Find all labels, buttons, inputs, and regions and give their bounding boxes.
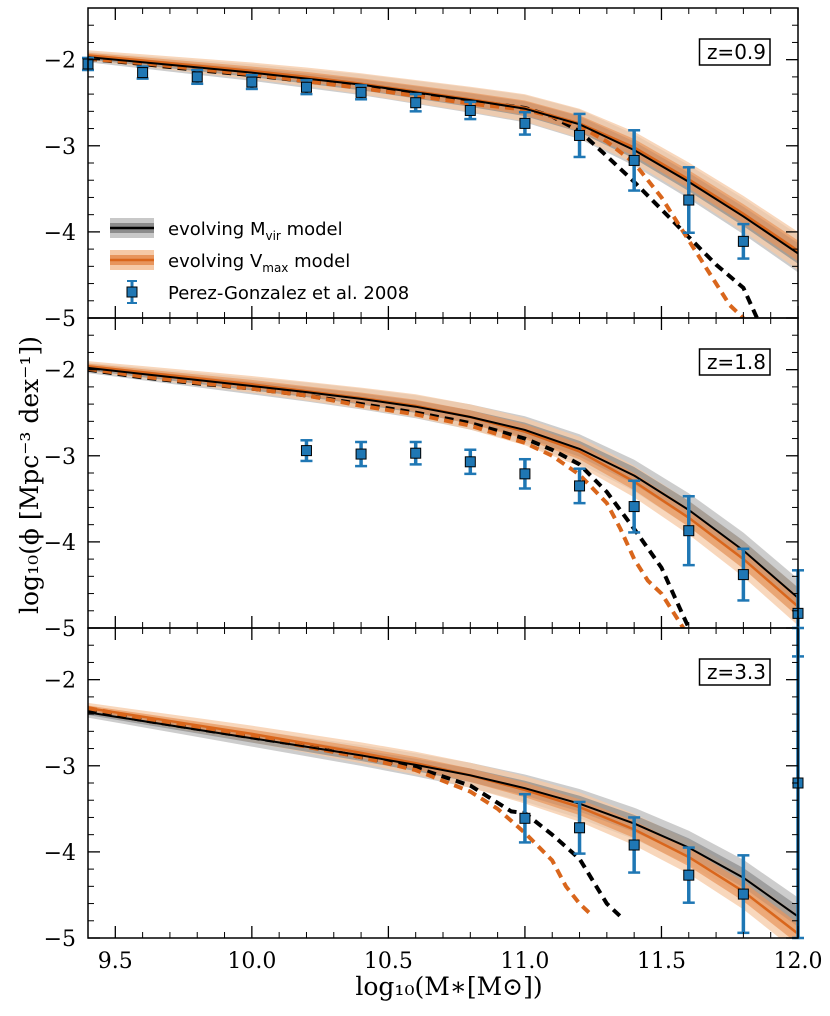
panel-label: z=1.8: [707, 350, 766, 374]
x-tick-label: 11.0: [500, 949, 549, 974]
data-point: [737, 888, 749, 900]
y-tick-label: −2: [44, 359, 76, 384]
y-tick-label: −5: [44, 927, 76, 952]
y-tick-label: −3: [44, 755, 76, 780]
data-point: [246, 76, 258, 88]
y-tick-label: −2: [44, 669, 76, 694]
data-point: [191, 71, 203, 83]
data-point: [355, 448, 367, 460]
data-point: [574, 822, 586, 834]
panel-label: z=3.3: [707, 660, 766, 684]
y-tick-label: −4: [44, 841, 76, 866]
y-tick-label: −5: [44, 617, 76, 642]
legend-label: evolving Vmax model: [168, 251, 350, 275]
x-tick-label: 11.5: [637, 949, 686, 974]
data-point: [410, 447, 422, 459]
mvir-model-line: [88, 366, 798, 599]
panel-frame: [87, 317, 799, 629]
data-point: [628, 154, 640, 166]
mvir-band-outer: [88, 707, 798, 936]
y-axis-label: log₁₀(ϕ [Mpc⁻³ dex⁻¹]): [15, 336, 44, 614]
panels: −2 −3 −4 −5 z=0.9 −2 −3 −4 −5 z=1.8 −2 −3 −4 −5 z=3.3 9…: [44, 7, 823, 974]
data-point: [737, 569, 749, 581]
y-tick-label: −3: [44, 135, 76, 160]
vmax-model-line: [88, 706, 798, 935]
mvir-band-inner: [88, 709, 798, 927]
data-point: [410, 97, 422, 109]
panel-frame: [87, 627, 799, 939]
data-point: [355, 86, 367, 98]
vmax-dashed-line: [88, 366, 685, 628]
data-point: [574, 480, 586, 492]
panel-label-box: [698, 658, 771, 686]
panel-plot-area: [88, 702, 798, 938]
legend-label: evolving Mvir model: [168, 219, 343, 243]
vmax-band-outer: [88, 702, 798, 938]
mvir-model-line: [88, 711, 798, 918]
vmax-band-outer: [88, 361, 798, 626]
vmax-dashed-line: [88, 706, 595, 918]
y-tick-label: −5: [44, 307, 76, 332]
panel-label: z=0.9: [707, 40, 766, 64]
data-point: [519, 812, 531, 824]
data-point: [574, 129, 586, 141]
data-point: [464, 104, 476, 116]
x-tick-label: 9.5: [98, 949, 133, 974]
y-tick-label: −4: [44, 221, 76, 246]
y-tick-label: −3: [44, 445, 76, 470]
data-point: [519, 117, 531, 129]
panel-plot-area: [88, 50, 798, 318]
mvir-model-line: [88, 56, 798, 255]
data-point: [300, 81, 312, 93]
legend-label: Perez-Gonzalez et al. 2008: [168, 283, 409, 304]
data-point: [300, 445, 312, 457]
data-point: [464, 456, 476, 468]
panel-label-box: [698, 348, 771, 376]
y-tick-label: −4: [44, 531, 76, 556]
data-point: [137, 67, 149, 79]
panel-label-box: [698, 38, 771, 66]
data-point: [628, 501, 640, 513]
panel-z=3.3: −2 −3 −4 −5 z=3.3: [44, 626, 804, 952]
panel-z=1.8: −2 −3 −4 −5 z=1.8: [44, 317, 804, 658]
legend: evolving Mvir model evolving Vmax model Pe…: [110, 218, 409, 304]
data-point: [519, 468, 531, 480]
panel-plot-area: [88, 361, 798, 628]
legend-subscript: max: [262, 261, 288, 275]
data-point: [628, 839, 640, 851]
data-point: [683, 194, 695, 206]
mvir-dashed-line: [88, 707, 622, 918]
legend-marker: [126, 286, 138, 298]
x-tick-label: 12.0: [774, 949, 823, 974]
legend-subscript: vir: [265, 229, 280, 243]
x-tick-label: 10.0: [227, 949, 276, 974]
data-point: [683, 869, 695, 881]
vmax-band-inner: [88, 705, 798, 938]
y-tick-label: −2: [44, 49, 76, 74]
legend-suffix: model: [281, 219, 343, 240]
legend-suffix: model: [288, 251, 350, 272]
x-tick-label: 10.5: [364, 949, 413, 974]
data-point: [737, 235, 749, 247]
panel-z=0.9: −2 −3 −4 −5 z=0.9: [44, 7, 799, 332]
data-point: [683, 525, 695, 537]
x-axis-label: log₁₀(M∗[M⊙]): [355, 972, 542, 1001]
